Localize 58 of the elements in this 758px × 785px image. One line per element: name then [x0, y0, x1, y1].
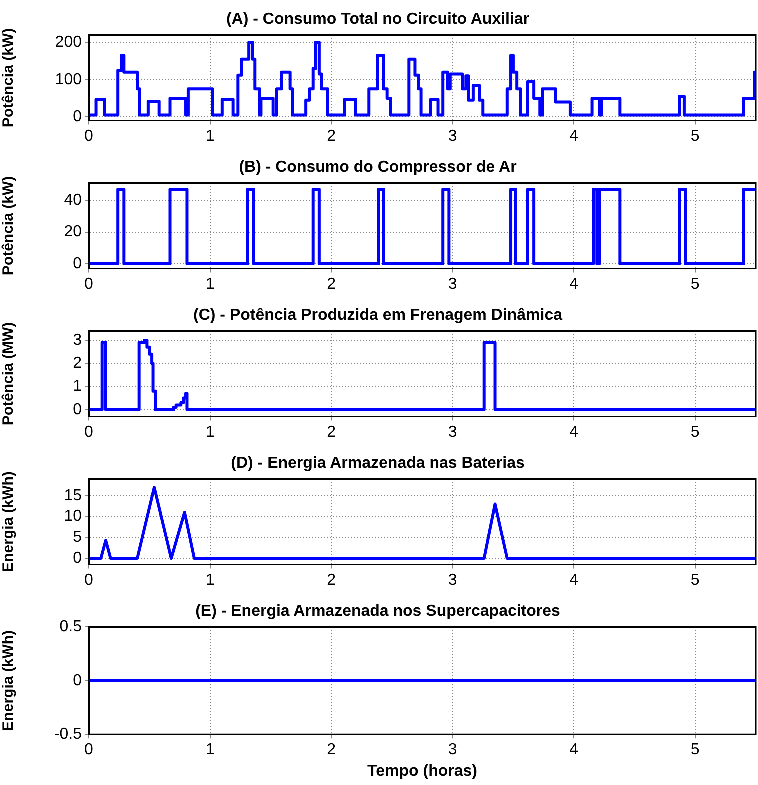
- x-tick-label: 1: [206, 128, 215, 145]
- x-tick-label: 1: [206, 424, 215, 441]
- y-tick-label: 5: [73, 529, 82, 546]
- x-tick-label: 4: [570, 128, 579, 145]
- y-axis-title: Energia (kWh): [0, 630, 18, 732]
- x-tick-label: 3: [448, 276, 458, 293]
- y-tick-label: 0: [73, 672, 82, 690]
- y-tick-label: 0: [73, 255, 82, 272]
- x-tick-label: 5: [690, 276, 700, 293]
- x-tick-label: 3: [448, 742, 458, 759]
- x-tick-label: 0: [84, 276, 94, 293]
- y-tick-label: 200: [55, 34, 82, 52]
- y-tick-label: 10: [64, 508, 82, 526]
- y-tick-label: 0.5: [60, 618, 82, 636]
- y-axis-title: Potência (kW): [0, 28, 18, 128]
- x-tick-label: 4: [570, 572, 579, 589]
- y-tick-label: 100: [55, 71, 82, 88]
- chart-title: (E) - Energia Armazenada nos Supercapacitores: [196, 603, 561, 620]
- x-tick-label: 3: [448, 572, 458, 589]
- x-tick-label: 2: [327, 424, 336, 441]
- y-tick-label: 3: [73, 332, 82, 349]
- x-tick-label: 1: [206, 276, 215, 293]
- x-tick-label: 2: [327, 742, 336, 759]
- x-tick-label: 4: [570, 276, 579, 293]
- x-tick-label: 5: [690, 742, 700, 759]
- y-tick-label: 0: [73, 550, 82, 567]
- x-tick-label: 2: [327, 276, 336, 293]
- x-tick-label: 4: [570, 742, 579, 759]
- x-tick-label: 1: [206, 572, 215, 589]
- x-tick-label: 5: [690, 572, 700, 589]
- x-tick-label: 0: [84, 424, 94, 441]
- y-tick-label: -0.5: [54, 726, 82, 744]
- chart-title: (B) - Consumo do Compressor de Ar: [239, 159, 517, 176]
- x-tick-label: 2: [327, 572, 336, 589]
- y-tick-label: 15: [64, 487, 82, 504]
- x-tick-label: 0: [84, 572, 94, 589]
- y-tick-label: 0: [73, 108, 82, 126]
- y-axis-title: Potência (kW): [0, 176, 18, 276]
- y-tick-label: 0: [73, 401, 82, 418]
- x-tick-label: 5: [690, 424, 700, 441]
- y-tick-label: 20: [64, 224, 82, 241]
- chart-title: (C) - Potência Produzida em Frenagem Dinâmica: [194, 307, 563, 324]
- y-axis-title: Potência (MW): [0, 322, 18, 426]
- x-tick-label: 0: [84, 742, 94, 759]
- x-tick-label: 5: [690, 128, 700, 145]
- chart-title: (A) - Consumo Total no Circuito Auxiliar: [226, 11, 530, 28]
- x-tick-label: 1: [206, 742, 215, 759]
- x-tick-label: 0: [84, 128, 94, 145]
- x-tick-label: 3: [448, 424, 458, 441]
- x-axis-title: Tempo (horas): [368, 762, 478, 780]
- y-tick-label: 40: [64, 192, 82, 210]
- chart-title: (D) - Energia Armazenada nas Baterias: [231, 455, 525, 472]
- y-axis-title: Energia (kWh): [0, 472, 18, 572]
- y-tick-label: 1: [73, 378, 82, 396]
- x-tick-label: 4: [570, 424, 579, 441]
- x-tick-label: 2: [327, 128, 336, 145]
- x-tick-label: 3: [448, 128, 458, 145]
- y-tick-label: 2: [73, 354, 82, 372]
